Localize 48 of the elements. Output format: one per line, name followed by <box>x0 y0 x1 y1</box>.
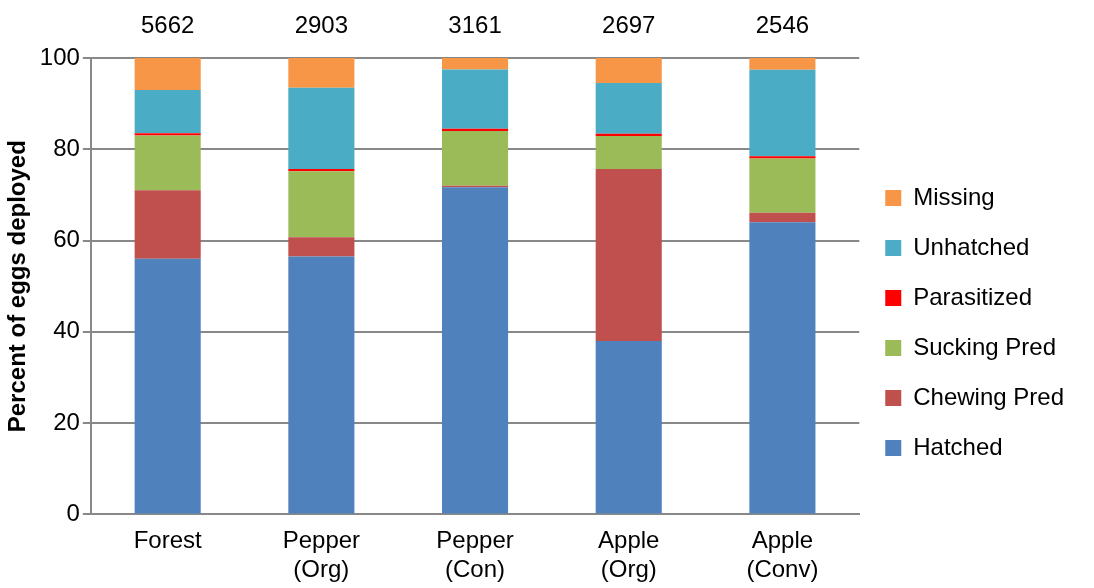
bar <box>134 133 201 136</box>
bar <box>134 58 201 90</box>
x-tick-label: Pepper (Org) <box>282 526 361 583</box>
x-tick-label: Pepper (Con) <box>436 526 514 583</box>
x-tick-label: Apple (Org) <box>598 526 660 583</box>
legend-label: Chewing Pred <box>913 382 1064 410</box>
text: 2903 <box>294 10 349 38</box>
bar <box>749 158 816 213</box>
bar <box>134 190 201 259</box>
bar <box>134 89 201 134</box>
bar <box>288 171 355 238</box>
bar <box>749 58 816 70</box>
legend-label: Hatched <box>913 432 1003 460</box>
bar <box>442 131 509 186</box>
legend-label: Parasitized <box>913 282 1032 310</box>
y-tick-label: 40 <box>53 316 80 344</box>
y-tick-label: 20 <box>53 407 80 435</box>
text: 2697 <box>602 10 656 38</box>
bar <box>442 69 509 129</box>
text: 3161 <box>448 10 502 38</box>
bar <box>595 340 662 514</box>
legend-label: Unhatched <box>913 232 1030 260</box>
y-tick-label: 80 <box>53 133 80 161</box>
bar <box>134 258 201 514</box>
legend-label: Sucking Pred <box>913 332 1056 360</box>
bar <box>134 135 201 191</box>
bar <box>442 187 509 514</box>
bar <box>288 256 355 514</box>
bar <box>595 136 662 169</box>
bar <box>749 222 816 514</box>
bar <box>749 69 816 157</box>
bar <box>288 58 355 88</box>
y-tick-label: 0 <box>66 499 80 527</box>
text: 5662 <box>140 10 195 38</box>
bar <box>595 83 662 134</box>
bar <box>595 168 662 341</box>
x-tick-label: Apple (Conv) <box>746 526 819 583</box>
legend-label: Missing <box>913 182 995 210</box>
y-tick-label: 100 <box>39 42 80 70</box>
y-axis-title: Percent of eggs deployed <box>3 140 31 433</box>
bar <box>442 58 509 70</box>
x-tick-label: Forest <box>133 526 203 554</box>
bar <box>595 58 662 84</box>
y-tick-label: 60 <box>53 225 80 253</box>
bar <box>288 87 355 169</box>
bar <box>288 237 355 257</box>
text: 2546 <box>755 10 810 38</box>
bar <box>749 212 816 223</box>
